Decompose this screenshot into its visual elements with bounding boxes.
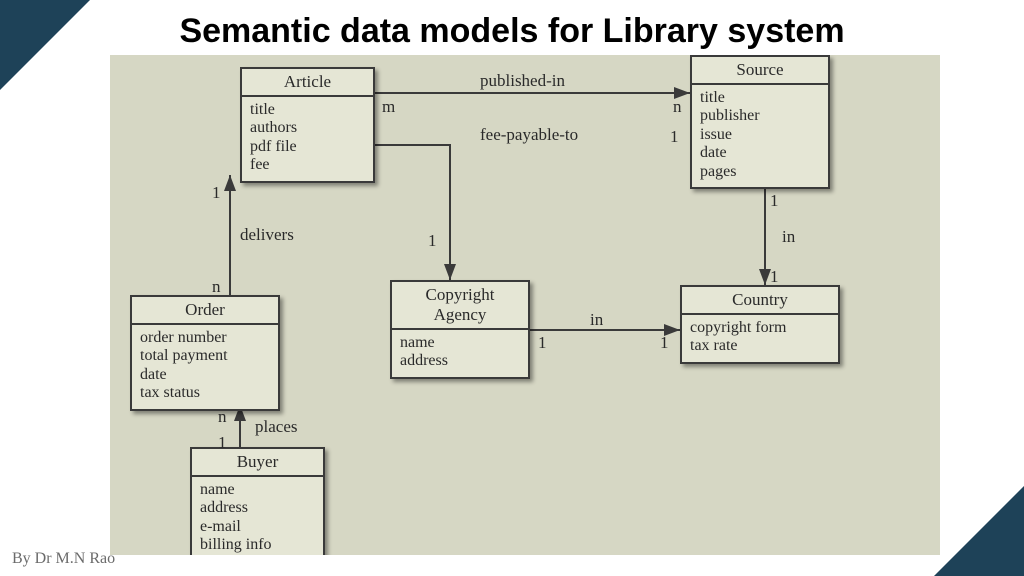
node-attrs: order numbertotal paymentdatetax status	[132, 325, 278, 409]
node-title: Buyer	[192, 449, 323, 477]
cardinality-published-in-0: m	[382, 97, 395, 117]
cardinality-fee-payable-to-1: 1	[428, 231, 437, 251]
node-title: Country	[682, 287, 838, 315]
edge-fee-payable-to	[375, 145, 450, 280]
cardinality-source-in-country-0: 1	[770, 191, 779, 211]
cardinality-source-in-country-1: 1	[770, 267, 779, 287]
node-country: Countrycopyright formtax rate	[680, 285, 840, 364]
node-title: Order	[132, 297, 278, 325]
cardinality-published-in-1: n	[673, 97, 682, 117]
er-diagram: Articletitleauthorspdf filefeeSourcetitl…	[110, 55, 940, 555]
edge-label-delivers: delivers	[240, 225, 294, 245]
node-order: Orderorder numbertotal paymentdatetax st…	[130, 295, 280, 411]
cardinality-delivers-0: n	[212, 277, 221, 297]
node-source: Sourcetitlepublisherissuedatepages	[690, 55, 830, 189]
node-article: Articletitleauthorspdf filefee	[240, 67, 375, 183]
edge-label-fee-payable-to: fee-payable-to	[480, 125, 578, 145]
node-title: CopyrightAgency	[392, 282, 528, 330]
cardinality-copyright-in-country-0: 1	[538, 333, 547, 353]
edge-label-published-in: published-in	[480, 71, 565, 91]
cardinality-places-1: n	[218, 407, 227, 427]
cardinality-places-0: 1	[218, 433, 227, 453]
node-attrs: copyright formtax rate	[682, 315, 838, 362]
slide: Semantic data models for Library system …	[0, 0, 1024, 576]
node-buyer: Buyernameaddresse-mailbilling info	[190, 447, 325, 555]
footer-author: By Dr M.N Rao	[12, 550, 115, 568]
cardinality-fee-payable-to-0: 1	[670, 127, 679, 147]
node-attrs: nameaddress	[392, 330, 528, 377]
node-attrs: nameaddresse-mailbilling info	[192, 477, 323, 555]
edge-label-places: places	[255, 417, 297, 437]
page-title: Semantic data models for Library system	[0, 12, 1024, 51]
node-title: Article	[242, 69, 373, 97]
node-attrs: titleauthorspdf filefee	[242, 97, 373, 181]
edge-label-source-in-country: in	[782, 227, 795, 247]
node-attrs: titlepublisherissuedatepages	[692, 85, 828, 187]
cardinality-copyright-in-country-1: 1	[660, 333, 669, 353]
corner-bottom-right	[934, 486, 1024, 576]
edge-label-copyright-in-country: in	[590, 310, 603, 330]
node-copyright: CopyrightAgencynameaddress	[390, 280, 530, 379]
cardinality-delivers-1: 1	[212, 183, 221, 203]
node-title: Source	[692, 57, 828, 85]
